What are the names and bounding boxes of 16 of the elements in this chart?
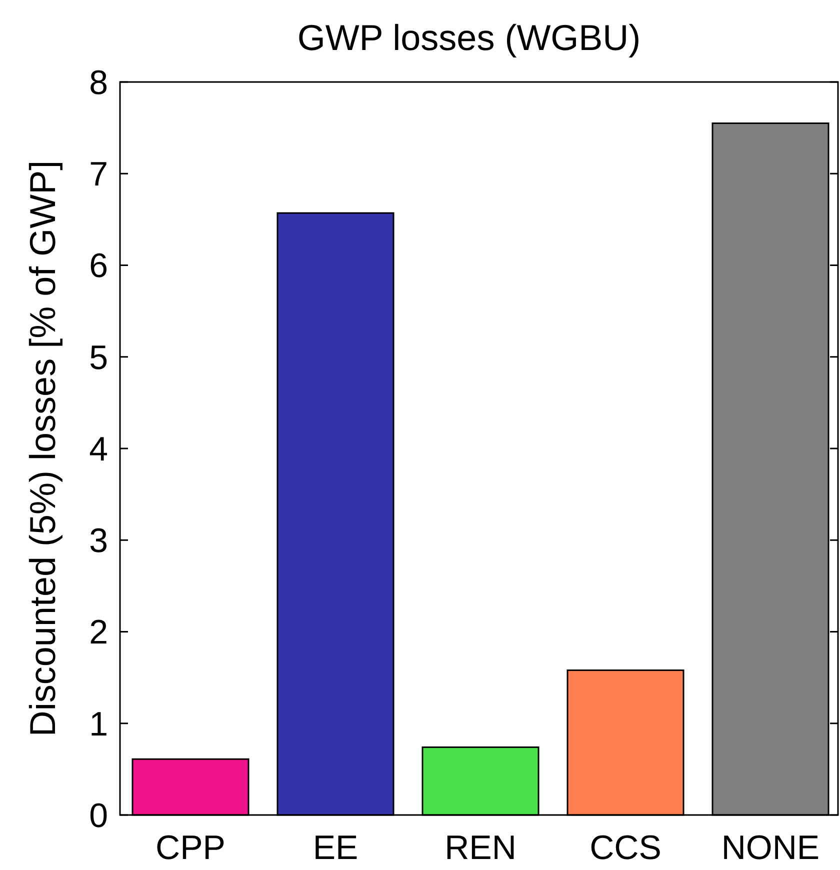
x-tick-label: CCS	[590, 829, 662, 867]
y-tick-label: 3	[89, 522, 108, 560]
y-tick-label: 5	[89, 338, 108, 377]
x-tick-label: CPP	[156, 829, 226, 867]
y-tick-label: 8	[89, 64, 108, 102]
y-tick-label: 6	[89, 247, 108, 286]
y-tick-label: 7	[89, 156, 108, 194]
chart-title: GWP losses (WGBU)	[297, 17, 641, 58]
x-tick-label: NONE	[721, 829, 820, 867]
y-tick-label: 1	[89, 705, 108, 744]
y-tick-label: 2	[89, 614, 108, 652]
x-tick-label: REN	[444, 829, 516, 867]
y-tick-label: 0	[89, 796, 108, 835]
y-tick-label: 4	[89, 430, 108, 468]
x-tick-label: EE	[312, 829, 358, 867]
y-axis-title: Discounted (5%) losses [% of GWP]	[22, 160, 63, 737]
